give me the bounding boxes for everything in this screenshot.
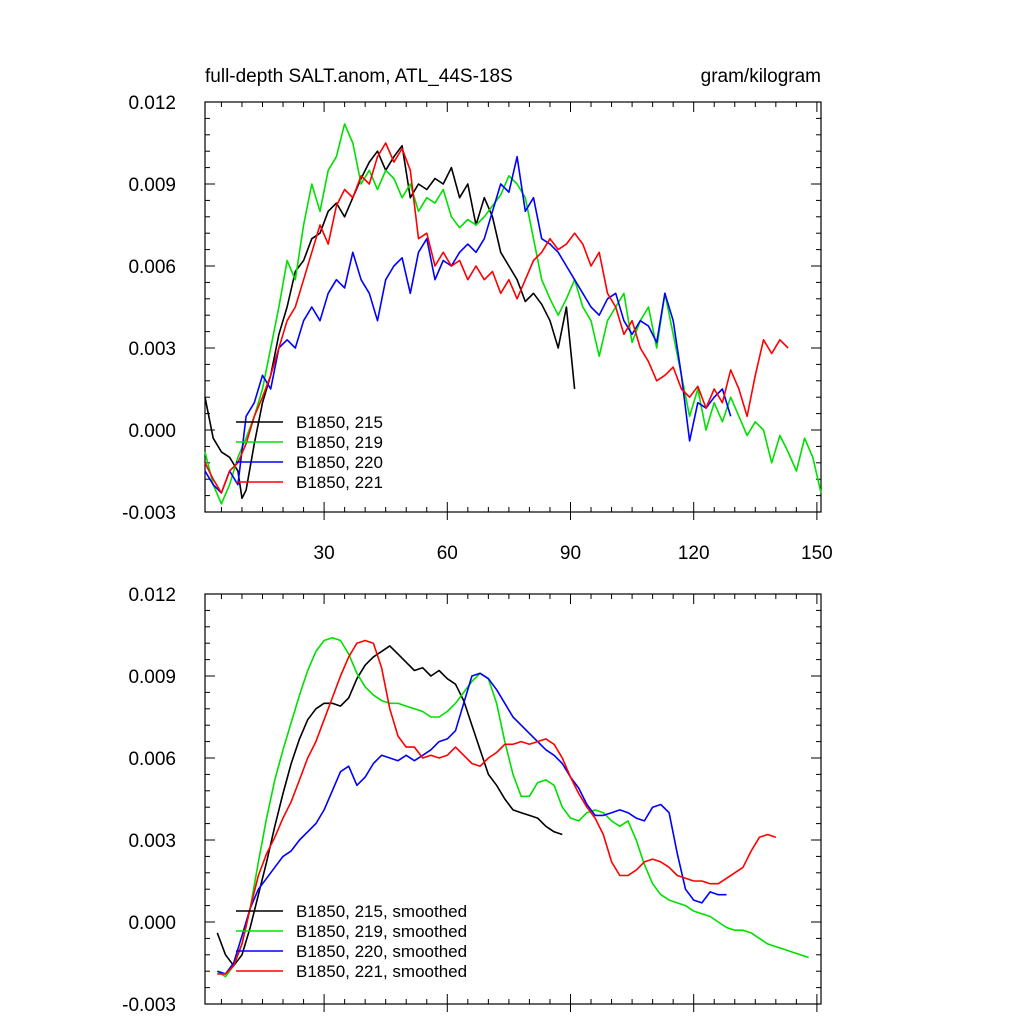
y-tick-label: 0.012	[128, 93, 176, 114]
legend-label-4: B1850, 221	[296, 473, 383, 492]
legend-label-1: B1850, 215, smoothed	[296, 902, 467, 921]
y-tick-label: 0.006	[128, 257, 176, 278]
y-tick-label: 0.009	[128, 175, 176, 196]
series-line-2	[204, 123, 822, 505]
chart-title-left: full-depth SALT.anom, ATL_44S-18S	[205, 66, 513, 87]
series-line-3	[217, 672, 727, 975]
y-tick-label: 0.003	[128, 831, 176, 852]
series-line-4	[217, 639, 777, 975]
legend-label-2: B1850, 219, smoothed	[296, 922, 467, 941]
series-line-1	[216, 645, 563, 967]
y-tick-label: 0.012	[128, 585, 176, 606]
plot-frame	[204, 101, 822, 513]
y-tick-label: -0.003	[122, 995, 176, 1016]
y-tick-label: 0.003	[128, 339, 176, 360]
legend-label-3: B1850, 220, smoothed	[296, 942, 467, 961]
y-tick-label: 0.009	[128, 667, 176, 688]
x-tick-label: 150	[801, 543, 833, 564]
x-tick-label: 90	[560, 543, 581, 564]
legend-label-4: B1850, 221, smoothed	[296, 962, 467, 981]
series-line-4	[204, 142, 789, 494]
y-tick-label: 0.000	[128, 421, 176, 442]
top-panel: -0.003 0.000 0.003 0.006 0.009 0.012 30 60 90 120…	[122, 93, 833, 564]
series-line-3	[204, 155, 732, 494]
x-tick-label: 60	[437, 543, 458, 564]
series-line-2	[216, 636, 809, 978]
legend-label-1: B1850, 215	[296, 413, 383, 432]
legend-label-2: B1850, 219	[296, 433, 383, 452]
x-tick-label: 30	[314, 543, 335, 564]
bottom-panel: -0.003 0.000 0.003 0.006 0.009 0.012 B1850, 21…	[122, 585, 822, 1016]
chart-title-units: gram/kilogram	[701, 66, 821, 87]
plot-frame	[204, 593, 822, 1005]
series-line-1	[204, 144, 576, 500]
y-tick-label: 0.006	[128, 749, 176, 770]
legend-label-3: B1850, 220	[296, 453, 383, 472]
y-tick-label: -0.003	[122, 503, 176, 524]
x-tick-label: 120	[678, 543, 710, 564]
y-tick-label: 0.000	[128, 913, 176, 934]
